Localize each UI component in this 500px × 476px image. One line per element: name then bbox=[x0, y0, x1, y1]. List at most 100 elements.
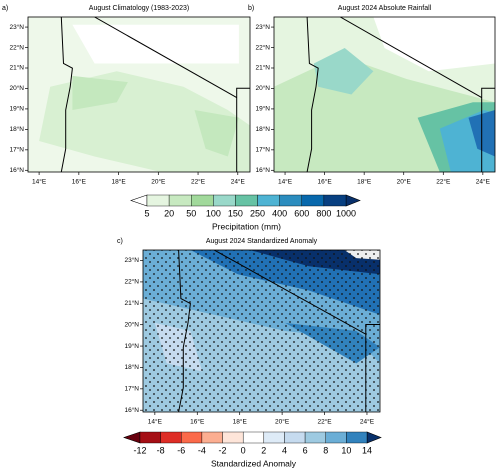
lon-tick-label: 18°E bbox=[233, 418, 248, 426]
colorbar-segment bbox=[346, 431, 368, 444]
lon-tick-label: 24°E bbox=[360, 418, 375, 426]
map-field bbox=[28, 17, 250, 172]
colorbar-label: -8 bbox=[157, 445, 165, 455]
colorbar-label: 250 bbox=[250, 208, 265, 218]
colorbar-title: Standardized Anomaly bbox=[211, 458, 297, 468]
lat-tick-label: 17°N bbox=[255, 146, 270, 154]
field-patch bbox=[72, 75, 128, 110]
lon-tick-label: 22°E bbox=[191, 178, 206, 186]
colorbar-label: 14 bbox=[362, 445, 372, 455]
lon-tick-label: 18°E bbox=[111, 178, 126, 186]
lat-tick-label: 20°N bbox=[124, 320, 139, 328]
colorbar-segment bbox=[222, 431, 244, 444]
border bbox=[306, 17, 319, 172]
lat-tick-label: 18°N bbox=[124, 363, 139, 371]
lat-tick-label: 18°N bbox=[255, 125, 270, 133]
colorbar-segment bbox=[242, 431, 265, 444]
colorbar-label: 600 bbox=[294, 208, 309, 218]
colorbar-end bbox=[123, 431, 141, 444]
panel-label: c) bbox=[117, 238, 123, 245]
colorbar-label: 10 bbox=[341, 445, 351, 455]
colorbar-label: 0 bbox=[241, 445, 246, 455]
border bbox=[236, 87, 250, 172]
colorbar-segment bbox=[146, 194, 170, 207]
colorbar-label: 50 bbox=[186, 208, 196, 218]
colorbar-label: 400 bbox=[272, 208, 287, 218]
colorbar-segment bbox=[191, 194, 214, 207]
colorbar-segment bbox=[160, 431, 182, 444]
lat-tick-label: 23°N bbox=[9, 23, 24, 31]
colorbar-label: -12 bbox=[133, 445, 146, 455]
lon-tick-label: 24°E bbox=[476, 178, 491, 186]
lat-tick-label: 21°N bbox=[255, 64, 270, 72]
colorbar-label: 1000 bbox=[336, 208, 356, 218]
lat-tick-label: 21°N bbox=[9, 64, 24, 72]
lon-tick-label: 16°E bbox=[72, 178, 87, 186]
colorbar-segment bbox=[139, 431, 161, 444]
lat-tick-label: 16°N bbox=[124, 406, 139, 414]
colorbar-label: 2 bbox=[261, 445, 266, 455]
map-frame bbox=[27, 16, 251, 173]
field-patch bbox=[373, 17, 495, 72]
panel-label: b) bbox=[248, 5, 254, 12]
lon-tick-label: 16°E bbox=[190, 418, 205, 426]
lat-tick-label: 22°N bbox=[255, 43, 270, 51]
map-frame bbox=[273, 16, 496, 173]
colorbar-segment bbox=[235, 194, 258, 207]
lat-tick-label: 19°N bbox=[255, 105, 270, 113]
colorbar-label: -6 bbox=[177, 445, 185, 455]
lon-tick-label: 14°E bbox=[278, 178, 293, 186]
colorbar-segment bbox=[325, 431, 347, 444]
lon-tick-label: 14°E bbox=[148, 418, 163, 426]
colorbar-label: 6 bbox=[303, 445, 308, 455]
panel-title: August Climatology (1983-2023) bbox=[89, 5, 189, 12]
colorbar-label: 8 bbox=[323, 445, 328, 455]
lat-tick-label: 17°N bbox=[9, 146, 24, 154]
lat-tick-label: 21°N bbox=[124, 299, 139, 307]
colorbar-segment bbox=[181, 431, 203, 444]
colorbar-segment bbox=[323, 194, 347, 207]
field-patch bbox=[72, 24, 239, 64]
lon-tick-label: 14°E bbox=[32, 178, 47, 186]
lon-tick-label: 22°E bbox=[317, 418, 332, 426]
significance-stipple bbox=[143, 250, 380, 412]
colorbar-segment bbox=[284, 431, 306, 444]
field-patch bbox=[194, 110, 239, 157]
colorbar-segment bbox=[279, 194, 302, 207]
field-patch bbox=[313, 48, 374, 95]
border bbox=[178, 250, 191, 412]
colorbar-end bbox=[366, 431, 382, 444]
panel-title: August 2024 Absolute Rainfall bbox=[338, 5, 432, 12]
border bbox=[481, 87, 495, 172]
lon-tick-label: 24°E bbox=[231, 178, 246, 186]
lat-tick-label: 19°N bbox=[9, 105, 24, 113]
lat-tick-label: 23°N bbox=[255, 23, 270, 31]
colorbar-segment bbox=[257, 194, 280, 207]
colorbar-segment bbox=[213, 194, 236, 207]
colorbar-segment bbox=[168, 194, 192, 207]
lon-tick-label: 16°E bbox=[318, 178, 333, 186]
colorbar-label: 100 bbox=[206, 208, 221, 218]
colorbar-label: 4 bbox=[282, 445, 287, 455]
border bbox=[94, 17, 237, 99]
lat-tick-label: 20°N bbox=[9, 84, 24, 92]
lon-tick-label: 22°E bbox=[436, 178, 451, 186]
lat-tick-label: 16°N bbox=[9, 166, 24, 174]
border bbox=[60, 17, 73, 172]
colorbar-label: -2 bbox=[219, 445, 227, 455]
colorbar-segment bbox=[263, 431, 285, 444]
panel-title: August 2024 Standardized Anomaly bbox=[206, 238, 318, 245]
map-frame bbox=[142, 249, 381, 413]
colorbar-segment bbox=[304, 431, 326, 444]
colorbar-segment bbox=[201, 431, 223, 444]
lat-tick-label: 23°N bbox=[124, 256, 139, 264]
colorbar-label: 800 bbox=[316, 208, 331, 218]
colorbar-end bbox=[345, 194, 361, 207]
lat-tick-label: 22°N bbox=[124, 278, 139, 286]
lat-tick-label: 20°N bbox=[255, 84, 270, 92]
lat-tick-label: 18°N bbox=[9, 125, 24, 133]
lon-tick-label: 20°E bbox=[397, 178, 412, 186]
map-field bbox=[274, 17, 495, 172]
border bbox=[365, 324, 380, 412]
